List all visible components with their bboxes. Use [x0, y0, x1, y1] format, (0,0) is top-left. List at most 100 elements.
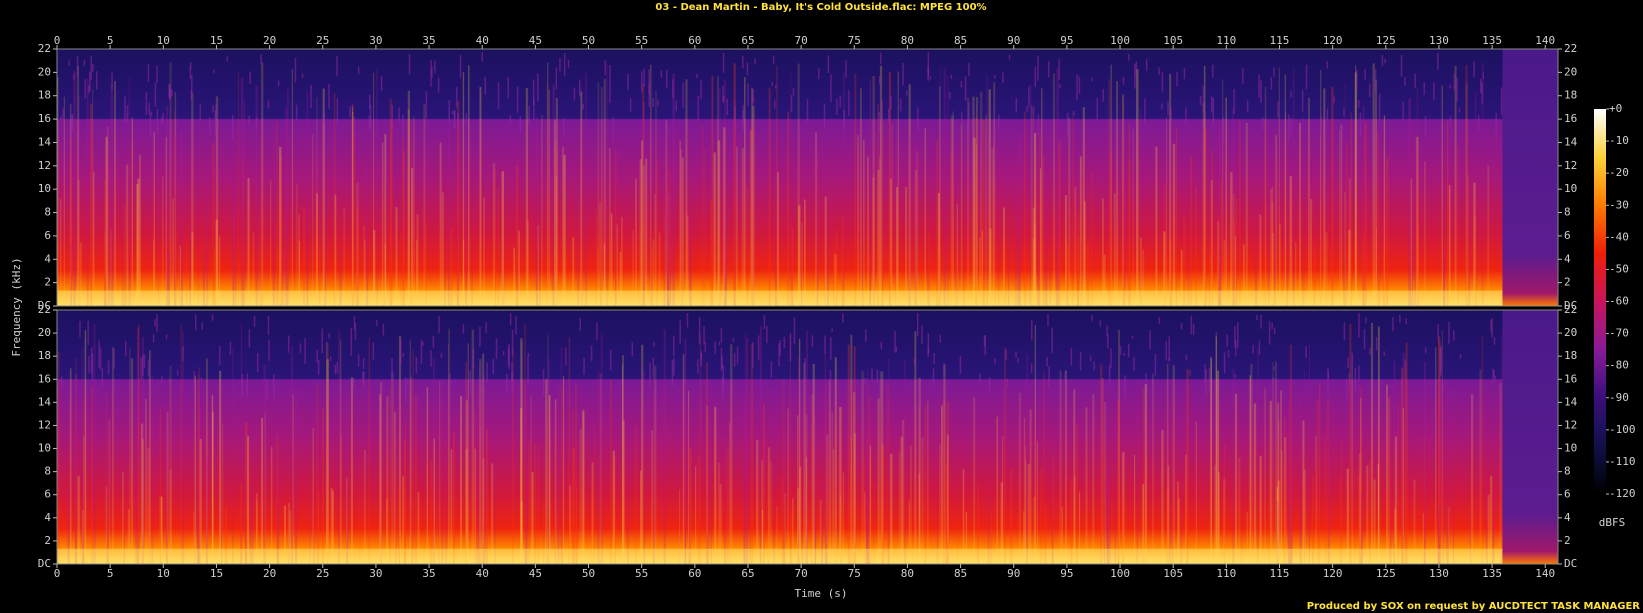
streak: [1416, 224, 1419, 306]
hf-speck: [1256, 315, 1258, 321]
streak: [279, 147, 282, 306]
hf-speck: [720, 347, 723, 371]
streak: [104, 233, 107, 306]
hf-speck: [1368, 83, 1371, 97]
streak: [1202, 102, 1205, 306]
hf-speck: [533, 99, 535, 121]
hf-speck: [771, 82, 773, 86]
streak: [1242, 244, 1245, 306]
hf-speck: [111, 72, 113, 90]
hf-speck: [1165, 340, 1168, 361]
streak: [197, 374, 200, 564]
streak: [125, 164, 129, 306]
hf-speck: [1354, 367, 1357, 392]
streak: [179, 131, 182, 306]
streak: [804, 199, 806, 306]
streak: [307, 213, 309, 306]
hf-speck: [362, 358, 365, 370]
streak: [483, 470, 485, 564]
hf-speck: [511, 372, 513, 392]
streak: [1082, 107, 1085, 307]
streak: [185, 243, 188, 306]
hf-speck: [353, 378, 355, 389]
hf-speck: [994, 75, 996, 79]
streak: [1117, 400, 1120, 564]
streak: [1007, 223, 1009, 306]
hf-speck: [92, 63, 94, 72]
streak: [232, 178, 235, 306]
streak: [622, 364, 624, 564]
streak: [960, 124, 963, 306]
streak: [244, 437, 247, 564]
streak: [390, 120, 393, 306]
hf-speck: [328, 333, 330, 339]
streak: [75, 358, 78, 564]
streak: [193, 511, 195, 564]
hf-speck: [328, 83, 330, 109]
streak: [316, 383, 319, 564]
hf-speck: [62, 108, 64, 122]
hf-speck: [1145, 59, 1148, 72]
streak: [1169, 73, 1172, 306]
streak: [548, 395, 551, 564]
streak: [417, 492, 420, 564]
streak: [1344, 83, 1346, 307]
hf-speck: [191, 74, 193, 94]
hf-speck: [353, 316, 356, 330]
streak: [653, 365, 657, 564]
streak: [1052, 457, 1054, 564]
streak: [1026, 354, 1029, 564]
streak: [69, 103, 72, 307]
hf-speck: [214, 110, 216, 136]
streak: [1470, 394, 1474, 564]
streak: [123, 462, 126, 564]
streak: [728, 422, 731, 564]
hf-speck: [1064, 371, 1067, 386]
streak: [557, 385, 560, 564]
streak: [606, 63, 608, 306]
hf-speck: [304, 338, 306, 364]
streak: [468, 65, 470, 307]
hf-speck: [894, 331, 896, 353]
hf-speck: [555, 67, 558, 90]
streak: [645, 158, 648, 306]
streak: [711, 75, 714, 306]
hf-speck: [830, 74, 832, 102]
streak: [681, 132, 684, 306]
streak: [1274, 129, 1276, 306]
streak: [1443, 214, 1446, 306]
hf-speck: [249, 71, 251, 84]
hf-speck: [391, 358, 393, 383]
hf-speck: [1176, 71, 1178, 87]
streak: [1310, 199, 1313, 306]
streak: [927, 248, 929, 306]
hf-speck: [1493, 337, 1496, 345]
hf-speck: [1305, 64, 1308, 90]
x-tick-label: 15: [210, 34, 223, 47]
streak: [110, 228, 112, 306]
streak: [690, 160, 692, 306]
streak: [384, 244, 386, 306]
streak: [1043, 371, 1045, 564]
bass-band: [57, 290, 1503, 306]
streak: [1292, 69, 1295, 306]
hf-speck: [913, 358, 916, 365]
streak: [1039, 168, 1042, 306]
hf-speck: [316, 349, 318, 363]
streak: [668, 169, 671, 306]
streak: [90, 103, 93, 306]
streak: [1313, 246, 1316, 306]
streak: [600, 332, 603, 564]
streak: [1401, 367, 1404, 564]
streak: [937, 238, 941, 306]
streak: [1101, 198, 1104, 306]
hf-speck: [1204, 110, 1206, 119]
streak: [1280, 390, 1282, 564]
hf-speck: [310, 84, 312, 109]
colorbar-tick-label: -10: [1609, 134, 1629, 147]
hf-speck: [1383, 351, 1385, 357]
streak: [831, 412, 834, 564]
streak: [157, 120, 159, 306]
streak: [774, 213, 777, 306]
streak: [288, 503, 290, 564]
